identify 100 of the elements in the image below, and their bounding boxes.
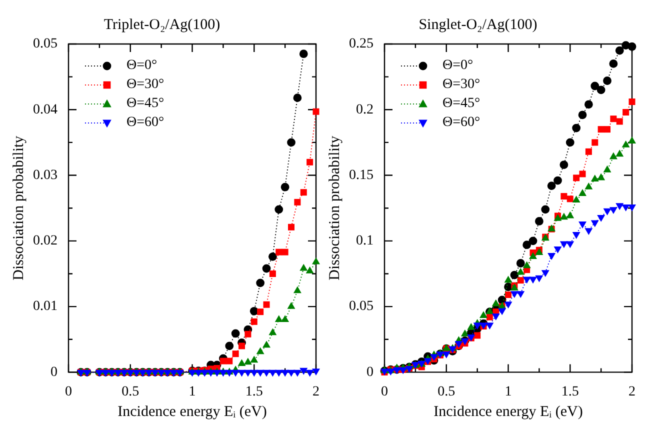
point: [616, 118, 623, 125]
point: [529, 276, 537, 284]
point: [590, 82, 600, 90]
x-tick-label: 2: [628, 384, 636, 400]
x-tick-label: 1.5: [561, 384, 579, 400]
point: [492, 313, 500, 320]
point: [516, 268, 525, 275]
point: [510, 291, 518, 298]
y-tick-label: 0.02: [33, 234, 58, 249]
point: [541, 270, 550, 278]
point: [300, 189, 307, 196]
point: [579, 170, 586, 178]
point: [492, 299, 500, 306]
point: [306, 370, 314, 377]
point: [609, 207, 618, 214]
point: [250, 318, 258, 325]
point: [274, 205, 284, 214]
point: [268, 370, 277, 377]
point: [257, 308, 264, 316]
x-tick-label: 1: [504, 384, 512, 400]
point: [596, 86, 606, 94]
point: [280, 182, 290, 192]
point: [603, 76, 612, 85]
x-tick-label: 0.5: [122, 384, 140, 400]
point: [287, 370, 296, 377]
point: [560, 160, 568, 169]
point: [590, 174, 599, 182]
point: [504, 276, 512, 283]
point: [299, 50, 308, 58]
point: [263, 301, 270, 308]
point: [474, 332, 481, 339]
legend-label: Θ=30°: [126, 76, 164, 94]
point: [300, 368, 308, 375]
legend-label: Θ=60°: [126, 114, 164, 132]
legend-label: Θ=45°: [126, 95, 164, 113]
point: [312, 257, 320, 264]
point: [566, 138, 574, 147]
point: [590, 220, 599, 228]
point: [250, 356, 258, 363]
point: [610, 116, 617, 122]
point: [188, 370, 196, 377]
point: [584, 182, 593, 190]
point: [522, 276, 531, 284]
point: [578, 110, 587, 120]
x-axis-title: Incidence energy Eᵢ (eV): [434, 404, 583, 420]
point: [486, 314, 493, 320]
y-tick-label: 0: [366, 364, 374, 380]
point: [597, 173, 606, 180]
point: [262, 340, 270, 348]
point: [306, 158, 314, 166]
point: [554, 246, 562, 254]
point: [238, 359, 246, 366]
point: [256, 278, 265, 288]
point: [622, 109, 630, 116]
point: [460, 330, 469, 336]
point: [516, 291, 525, 298]
point: [560, 212, 568, 220]
point: [473, 322, 482, 330]
point: [573, 174, 580, 182]
x-tick-label: 1: [188, 384, 196, 400]
y-tick-label: 0.15: [349, 168, 374, 183]
x-tick-label: 2: [312, 384, 320, 400]
point: [598, 126, 604, 133]
point: [628, 98, 636, 106]
point: [274, 315, 283, 322]
point: [269, 270, 276, 277]
point: [250, 370, 258, 377]
point: [294, 198, 301, 206]
point: [585, 148, 592, 155]
point: [572, 232, 580, 239]
point: [615, 46, 624, 55]
point: [622, 140, 630, 148]
point: [566, 196, 574, 202]
y-tick-label: 0.03: [33, 168, 58, 183]
point: [604, 126, 611, 133]
point: [517, 277, 524, 284]
x-axis-title: Incidence energy Eᵢ (eV): [118, 404, 267, 420]
point: [572, 124, 581, 132]
point: [213, 370, 221, 377]
point: [504, 302, 512, 309]
y-tick-label: 0.04: [33, 102, 58, 118]
y-tick-label: 0.05: [349, 299, 374, 314]
point: [293, 286, 302, 294]
point: [510, 270, 519, 280]
point: [225, 370, 234, 377]
legend-label: Θ=45°: [442, 95, 480, 113]
point: [225, 342, 234, 350]
point: [584, 100, 593, 109]
point: [268, 252, 277, 261]
point: [262, 370, 270, 377]
y-axis-title: Dissociation probability: [326, 135, 343, 280]
y-tick-label: 0: [50, 364, 58, 380]
y-tick-label: 0.01: [33, 299, 58, 314]
point: [560, 241, 568, 248]
point: [592, 139, 598, 146]
point: [256, 370, 264, 377]
point: [486, 322, 494, 330]
point: [287, 138, 296, 147]
point: [578, 222, 586, 228]
legend-label: Θ=0°: [126, 57, 158, 75]
